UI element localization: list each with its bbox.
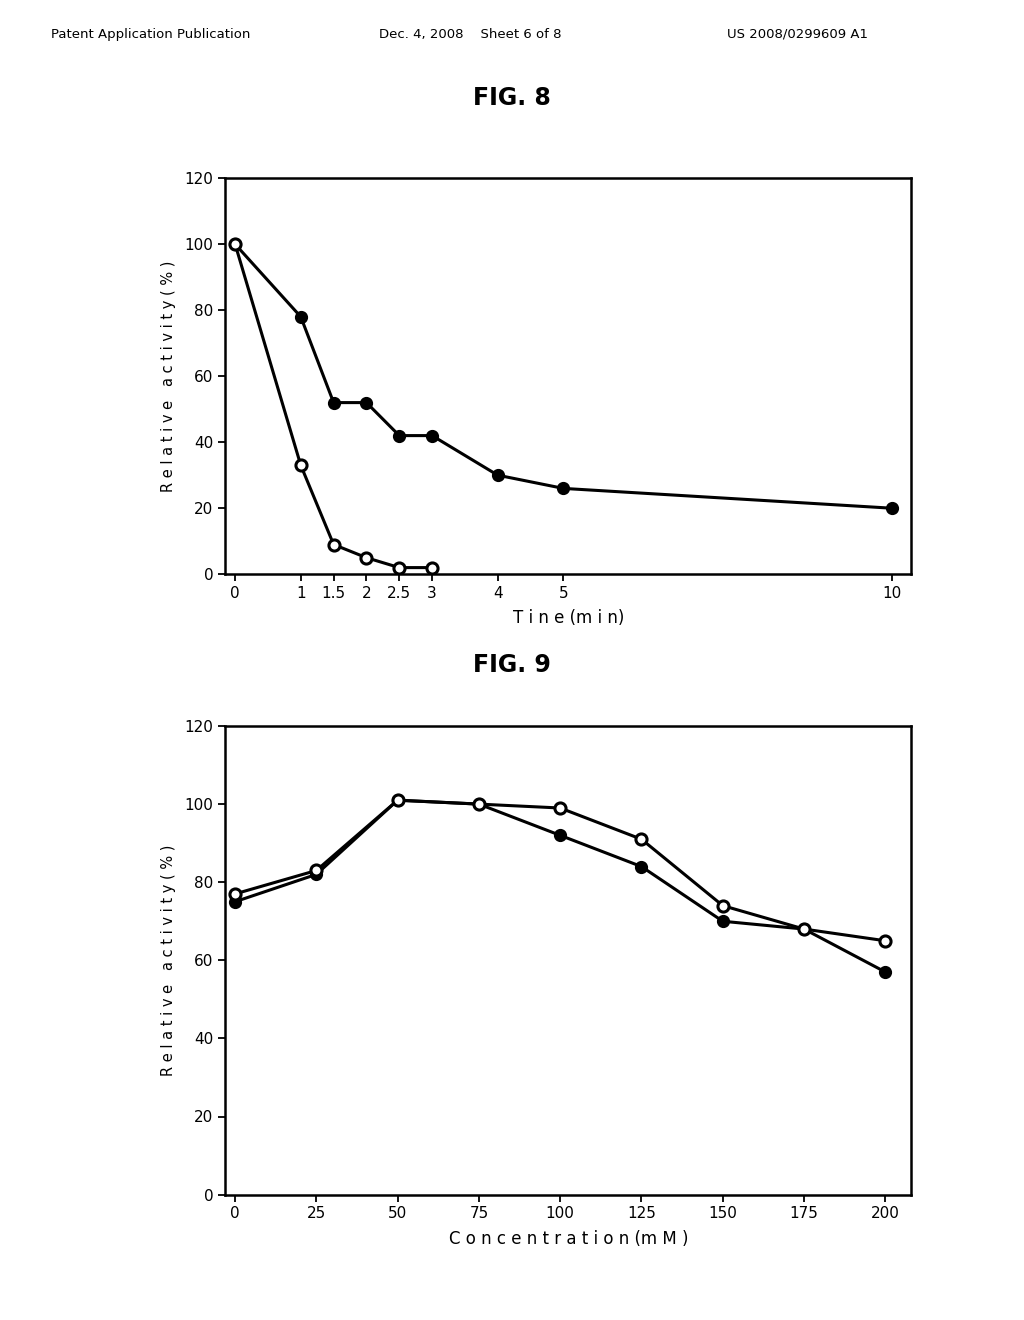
Text: Patent Application Publication: Patent Application Publication bbox=[51, 28, 251, 41]
Text: FIG. 9: FIG. 9 bbox=[473, 653, 551, 677]
Text: US 2008/0299609 A1: US 2008/0299609 A1 bbox=[727, 28, 868, 41]
Text: FIG. 8: FIG. 8 bbox=[473, 86, 551, 110]
Text: Dec. 4, 2008    Sheet 6 of 8: Dec. 4, 2008 Sheet 6 of 8 bbox=[379, 28, 561, 41]
X-axis label: T i n e (m i n): T i n e (m i n) bbox=[513, 610, 624, 627]
X-axis label: C o n c e n t r a t i o n (m M ): C o n c e n t r a t i o n (m M ) bbox=[449, 1230, 688, 1247]
Y-axis label: R e l a t i v e   a c t i v i t y ( % ): R e l a t i v e a c t i v i t y ( % ) bbox=[161, 260, 176, 492]
Y-axis label: R e l a t i v e   a c t i v i t y ( % ): R e l a t i v e a c t i v i t y ( % ) bbox=[161, 845, 176, 1076]
